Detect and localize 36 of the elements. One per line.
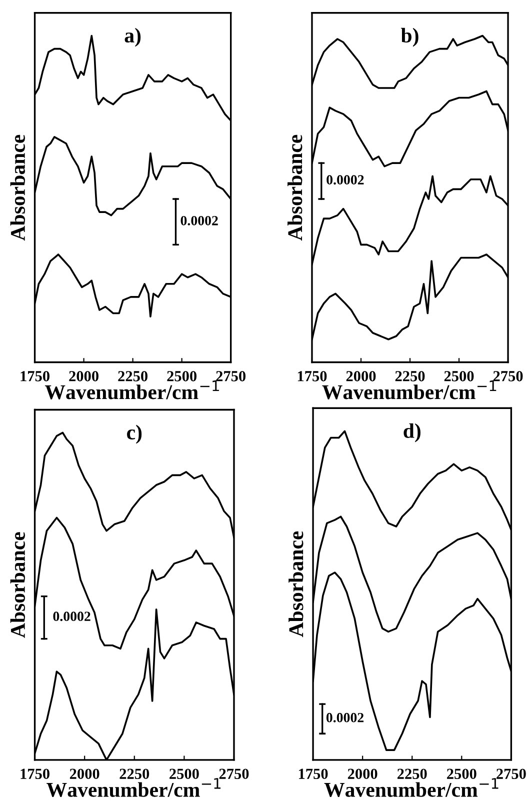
chart-title: c)	[127, 424, 142, 444]
x-tick-label: 2500	[447, 768, 476, 780]
x-tick-label: 1750	[20, 371, 50, 382]
x-tick-label: 2250	[397, 768, 427, 780]
x-tick-label: 2750	[216, 371, 246, 382]
x-axis-title: Wavenumber/cm$^{−1}$	[46, 778, 221, 798]
x-tick-label: 2250	[395, 371, 425, 382]
x-tick-label: 2500	[444, 371, 474, 382]
x-tick-label: 2250	[120, 768, 150, 780]
x-axis-title: Wavenumber/cm$^{−1}$	[44, 380, 219, 400]
y-axis-title: Absorbance	[10, 532, 25, 638]
x-tick-label: 2000	[346, 371, 376, 382]
x-tick-label: 2500	[170, 768, 199, 780]
chart-title: a)	[124, 28, 141, 47]
y-axis-title: Absorbance	[288, 531, 304, 638]
y-axis-title: Absorbance	[288, 134, 302, 241]
x-tick-label: 2750	[219, 768, 249, 780]
x-axis-title: Wavenumber/cm$^{−1}$	[324, 778, 498, 798]
x-tick-label: 2000	[348, 768, 378, 780]
x-tick-label: 2000	[69, 371, 98, 382]
x-tick-label: 2250	[118, 371, 148, 382]
x-tick-label: 2000	[70, 768, 100, 780]
annotation: 0.0002	[180, 216, 218, 226]
x-tick-label: 2750	[493, 371, 523, 382]
x-tick-label: 1750	[20, 768, 50, 780]
chart-title: b)	[401, 28, 418, 47]
chart-title: d)	[404, 423, 420, 442]
x-tick-label: 1750	[298, 371, 327, 382]
x-tick-label: 2500	[167, 371, 197, 382]
x-axis-title: Wavenumber/cm$^{−1}$	[322, 380, 496, 400]
annotation: 0.0002	[53, 612, 90, 622]
y-axis-title: Absorbance	[10, 134, 25, 241]
annotation: 0.0002	[326, 712, 364, 722]
x-tick-label: 2750	[496, 768, 526, 780]
x-tick-label: 1750	[298, 768, 328, 780]
annotation: 0.0002	[326, 175, 364, 185]
